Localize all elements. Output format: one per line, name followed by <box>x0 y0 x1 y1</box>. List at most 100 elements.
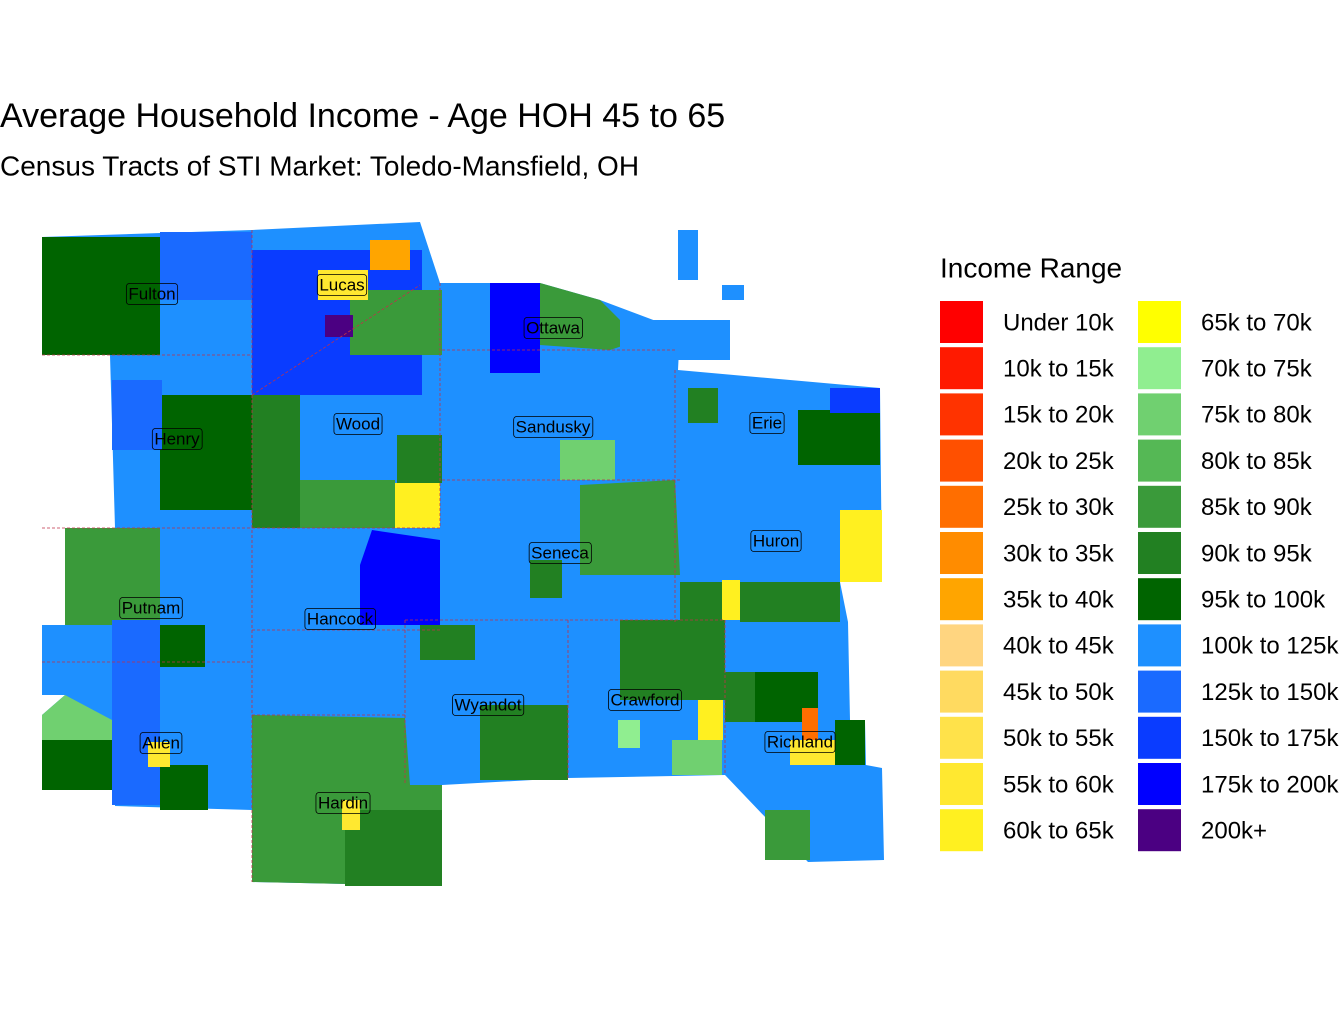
tract <box>112 380 162 450</box>
tract <box>318 270 368 300</box>
legend-swatch <box>940 624 983 667</box>
tract <box>740 582 840 622</box>
tract <box>360 530 440 625</box>
legend-swatch <box>940 439 983 482</box>
legend-label: 40k to 45k <box>1003 633 1115 660</box>
legend-label: 35k to 40k <box>1003 587 1115 614</box>
legend-swatch <box>1138 347 1181 390</box>
tract <box>840 510 882 582</box>
county-labels: Fulton Lucas Ottawa Henry Wood Sandusky Erie Se… <box>119 274 836 814</box>
tract <box>148 742 170 767</box>
legend-swatch <box>940 670 983 713</box>
tract <box>42 695 112 740</box>
legend-swatch <box>1138 624 1181 667</box>
county-label: Fulton <box>128 284 175 303</box>
legend-label: 55k to 60k <box>1003 771 1115 798</box>
county-label-box <box>608 689 682 711</box>
tract <box>160 232 252 300</box>
county-label: Hancock <box>307 609 374 628</box>
tract <box>397 435 442 483</box>
legend-swatch <box>1138 670 1181 713</box>
map <box>42 222 884 886</box>
county-label: Wyandot <box>455 695 522 714</box>
county-label: Allen <box>142 733 180 752</box>
tract <box>325 315 353 337</box>
legend-swatch <box>940 578 983 621</box>
legend-label: 25k to 30k <box>1003 494 1115 521</box>
legend-label: 50k to 55k <box>1003 725 1115 752</box>
county-label-box <box>119 597 183 619</box>
county-label-box <box>333 413 383 435</box>
county-label: Hardin <box>318 793 368 812</box>
county-label-box <box>304 608 376 630</box>
tract <box>420 625 475 660</box>
county-label: Henry <box>154 429 200 448</box>
county-label-box <box>151 428 203 450</box>
county-label-box <box>125 283 179 305</box>
legend-label: 60k to 65k <box>1003 818 1115 845</box>
tract <box>480 705 568 780</box>
tract <box>300 480 395 528</box>
tract <box>395 483 440 528</box>
tract <box>722 580 740 620</box>
legend-label: 45k to 50k <box>1003 679 1115 706</box>
tract <box>65 528 160 625</box>
tract <box>345 810 442 886</box>
tract <box>560 440 615 480</box>
tract <box>765 810 810 860</box>
tract <box>830 388 880 413</box>
county-label: Putnam <box>122 598 181 617</box>
tract <box>252 395 300 528</box>
tract <box>618 720 640 748</box>
legend-label: 175k to 200k <box>1201 771 1339 798</box>
legend-label: 70k to 75k <box>1201 356 1313 383</box>
legend-label: 75k to 80k <box>1201 402 1313 429</box>
legend-swatch <box>940 485 983 528</box>
tract <box>160 625 205 667</box>
tract <box>722 285 744 300</box>
county-label-box <box>139 732 183 754</box>
legend-label: 150k to 175k <box>1201 725 1339 752</box>
tract <box>678 230 698 280</box>
tract <box>698 700 723 740</box>
legend-label: 85k to 90k <box>1201 494 1313 521</box>
legend-swatch <box>1138 393 1181 436</box>
county-label-box <box>452 694 525 716</box>
legend-title: Income Range <box>940 252 1122 283</box>
legend-label: 125k to 150k <box>1201 679 1339 706</box>
tract <box>620 620 725 700</box>
legend-swatch <box>940 763 983 805</box>
county-label-box <box>513 416 594 438</box>
legend-label: 20k to 25k <box>1003 448 1115 475</box>
legend-label: 100k to 125k <box>1201 633 1339 660</box>
county-label-box <box>749 412 785 434</box>
tract <box>798 410 880 465</box>
legend-swatch <box>1138 763 1181 805</box>
legend-label: 30k to 35k <box>1003 540 1115 567</box>
county-label: Lucas <box>319 275 364 294</box>
legend-swatch <box>1138 301 1181 343</box>
legend-label: Under 10k <box>1003 309 1115 336</box>
tract <box>802 708 818 743</box>
county-label: Huron <box>753 531 799 550</box>
tract <box>620 320 730 360</box>
county-label: Ottawa <box>526 318 580 337</box>
legend-swatch <box>940 532 983 574</box>
legend-swatch <box>1138 439 1181 482</box>
legend-label: 10k to 15k <box>1003 356 1115 383</box>
county-borders <box>42 230 726 882</box>
county-label: Sandusky <box>516 417 591 436</box>
legend-label: 80k to 85k <box>1201 448 1313 475</box>
legend-swatch <box>1138 578 1181 621</box>
county-label: Seneca <box>531 543 589 562</box>
tract <box>688 388 718 423</box>
legend-label: 90k to 95k <box>1201 540 1313 567</box>
legend-swatch <box>1138 532 1181 574</box>
county-label-box <box>523 317 583 339</box>
tract <box>42 237 160 355</box>
legend-swatch <box>940 301 983 343</box>
legend-swatch <box>940 809 983 852</box>
legend-swatch <box>1138 485 1181 528</box>
